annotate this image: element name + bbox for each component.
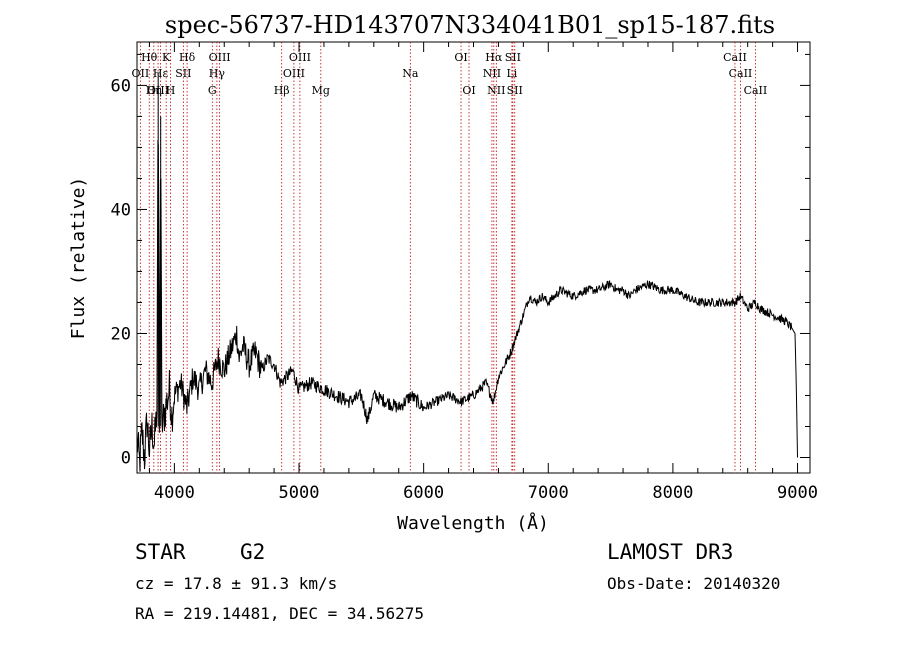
spectral-line-label: G [208, 84, 217, 97]
y-axis-label: Flux (relative) [68, 177, 89, 340]
spectral-line-label: OI [462, 84, 475, 97]
spectral-line-label: Na [402, 67, 419, 80]
spectral-line-label: SII [507, 84, 523, 97]
chart-title: spec-56737-HD143707N334041B01_sp15-187.f… [165, 11, 775, 39]
y-tick-label: 40 [111, 200, 131, 220]
sky-coordinates: RA = 219.14481, DEC = 34.56275 [135, 604, 424, 623]
spectral-line-label: OII [132, 67, 150, 80]
x-axis-label: Wavelength (Å) [397, 512, 549, 534]
spectral-line-label: NII [483, 67, 501, 80]
redshift-velocity: cz = 17.8 ± 91.3 km/s [135, 574, 337, 593]
x-tick-label: 7000 [528, 483, 569, 503]
x-tick-label: 5000 [279, 483, 320, 503]
spectral-line-label: CaII [723, 51, 747, 64]
spectral-line-label: Hη [146, 84, 162, 97]
object-class: STAR [135, 540, 186, 564]
spectral-line-label: Mg [312, 84, 330, 97]
spectral-line-label: OIII [289, 51, 311, 64]
spectral-line-label: OIII [209, 51, 231, 64]
spectral-line-label: OIII [283, 67, 305, 80]
y-tick-label: 60 [111, 76, 131, 96]
spectrum-line [136, 73, 798, 472]
spectral-line-label: CaII [744, 84, 768, 97]
spectral-line-label: K [162, 51, 171, 64]
spectral-line-markers [139, 42, 756, 473]
spectral-line-label: Li [506, 67, 517, 80]
spectral-line-label: Hε [153, 67, 169, 80]
spectral-line-label: Hδ [179, 51, 196, 64]
x-tick-label: 6000 [403, 483, 444, 503]
spectral-line-label: CaII [729, 67, 753, 80]
spectral-line-label: Hα [485, 51, 503, 64]
y-tick-label: 20 [111, 324, 131, 344]
y-tick-label: 0 [121, 448, 131, 468]
spectral-line-label: NII [487, 84, 505, 97]
observation-date: Obs-Date: 20140320 [607, 574, 780, 593]
spectral-line-label: Hγ [209, 67, 226, 80]
spectral-line-label: Hβ [274, 84, 290, 97]
x-axis-ticks: 4000 5000 6000 7000 8000 9000 [148, 42, 818, 503]
object-subclass: G2 [240, 540, 265, 564]
spectral-line-label: OI [454, 51, 467, 64]
survey-name: LAMOST DR3 [607, 540, 733, 564]
spectral-line-label: H [166, 84, 176, 97]
x-tick-label: 8000 [652, 483, 693, 503]
y-axis-ticks: 0 20 40 60 [111, 53, 810, 468]
spectral-line-label: SII [175, 67, 191, 80]
plot-frame [136, 41, 811, 474]
spectral-line-label: Hθ [141, 51, 158, 64]
x-tick-label: 4000 [154, 483, 195, 503]
x-tick-label: 9000 [777, 483, 818, 503]
spectral-line-label: SII [505, 51, 521, 64]
